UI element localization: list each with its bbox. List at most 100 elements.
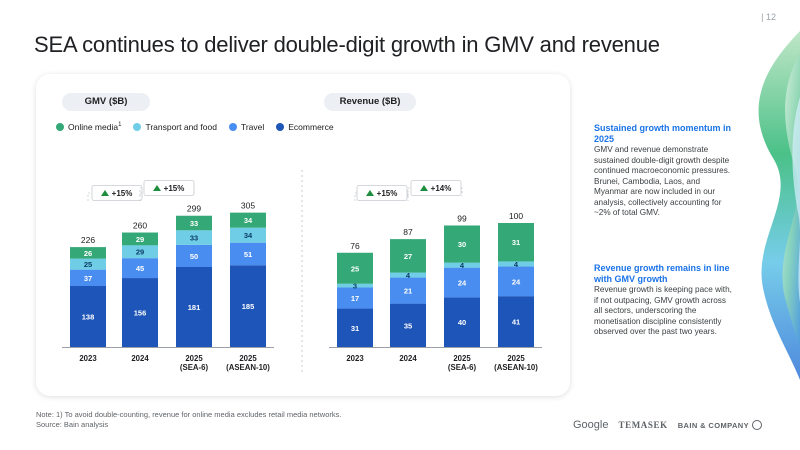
bar-segment [176, 230, 212, 245]
growth-callout-label: +15% [112, 189, 133, 198]
legend-label: Travel [240, 122, 265, 132]
bain-logo: BAIN & COMPANY [678, 420, 762, 430]
x-tick-label: (SEA-6) [448, 363, 477, 372]
bar-segment [498, 223, 534, 262]
growth-up-arrow-icon [101, 190, 109, 196]
x-tick-label: 2024 [399, 354, 417, 363]
bain-logo-text: BAIN & COMPANY [677, 420, 749, 430]
callout-connector [354, 192, 357, 201]
bar-segment [498, 296, 534, 347]
growth-up-arrow-icon [366, 190, 374, 196]
callout-connector [461, 187, 463, 196]
growth-up-arrow-icon [420, 185, 428, 191]
data-label: 35 [404, 321, 412, 330]
growth-callout-label: +15% [377, 189, 398, 198]
bar-segment [444, 225, 480, 263]
total-label: 87 [403, 227, 413, 237]
bar-segment [176, 266, 212, 347]
data-label: 25 [351, 264, 359, 273]
bar-segment [70, 258, 106, 270]
page-title: SEA continues to deliver double-digit gr… [34, 32, 660, 57]
data-label: 25 [84, 260, 92, 269]
data-label: 4 [460, 261, 465, 270]
data-label: 24 [512, 277, 521, 286]
data-label: 45 [136, 264, 144, 273]
data-label: 33 [190, 234, 198, 243]
bar-segment [70, 269, 106, 287]
bar-segment [230, 227, 266, 243]
bar-segment [176, 244, 212, 267]
footnote: Note: 1) To avoid double-counting, reven… [36, 410, 341, 429]
x-tick-label: 2024 [131, 354, 149, 363]
bar-segment [444, 297, 480, 347]
x-tick-label: (ASEAN-10) [494, 363, 538, 372]
growth-up-arrow-icon [153, 185, 161, 191]
legend-label: Ecommerce [288, 122, 334, 132]
data-label: 24 [458, 279, 467, 288]
bar-segment [70, 286, 106, 347]
callout-connector [87, 192, 92, 201]
total-label: 299 [187, 204, 201, 214]
footnote-source: Source: Bain analysis [36, 419, 109, 429]
footnote-note: Note: 1) To avoid double-counting, reven… [36, 410, 342, 419]
insight-1: Sustained growth momentum in 2025 GMV an… [594, 123, 734, 219]
total-label: 100 [509, 211, 523, 221]
x-tick-label: 2023 [346, 354, 364, 363]
data-label: 41 [512, 318, 520, 327]
bar-segment [122, 278, 158, 347]
data-label: 37 [84, 274, 92, 283]
legend-swatch [56, 123, 64, 131]
total-label: 226 [81, 235, 95, 245]
insight-1-body: GMV and revenue demonstrate sustained do… [594, 145, 731, 217]
insight-2: Revenue growth remains in line with GMV … [594, 263, 734, 338]
google-logo: Google [573, 419, 609, 431]
legend-swatch [228, 123, 237, 131]
data-label: 30 [458, 240, 466, 249]
bar-segment [498, 261, 534, 267]
legend-item-transport-food: Transport and food [133, 122, 217, 132]
bar-segment [444, 262, 480, 268]
bar-segment [390, 277, 426, 304]
temasek-logo: TEMASEK [618, 420, 668, 430]
revenue-chart-title: Revenue ($B) [324, 93, 416, 111]
growth-callout-label: +14% [431, 184, 452, 193]
data-label: 138 [82, 313, 95, 322]
data-label: 50 [190, 252, 198, 261]
gmv-chart-title: GMV ($B) [62, 93, 150, 111]
bar-segment [337, 308, 373, 347]
legend-item-ecommerce: Ecommerce [276, 122, 334, 132]
bar-segment [337, 287, 373, 309]
x-tick-label: 2023 [79, 354, 97, 363]
bar-segment [498, 266, 534, 297]
data-label: 21 [404, 287, 412, 296]
growth-callout-label: +15% [164, 184, 185, 193]
bar-segment [444, 267, 480, 298]
bar-segment [230, 242, 266, 266]
bar-segment [337, 283, 373, 288]
callout-connector [139, 192, 142, 201]
bar-segment [230, 212, 266, 228]
bar-segment [122, 245, 158, 259]
chart-legend: Online media1 Transport and food Travel … [56, 122, 334, 132]
insight-2-body: Revenue growth is keeping pace with, if … [594, 285, 732, 336]
data-label: 31 [512, 238, 520, 247]
bain-mark-icon [752, 420, 762, 430]
data-label: 29 [136, 248, 144, 257]
bar-segment [122, 232, 158, 246]
x-tick-label: 2025 [185, 354, 203, 363]
bar-segment [122, 258, 158, 279]
bar-segment [230, 265, 266, 347]
legend-label: Online media1 [68, 122, 122, 132]
data-label: 29 [136, 235, 144, 244]
callout-connector [407, 192, 409, 201]
bar-segment [176, 215, 212, 231]
data-label: 185 [242, 302, 255, 311]
total-label: 76 [350, 241, 360, 251]
bar-segment [390, 239, 426, 273]
data-label: 33 [190, 219, 198, 228]
data-label: 4 [406, 271, 411, 280]
bar-segment [390, 303, 426, 347]
page-number: | 12 [761, 12, 776, 22]
legend-swatch [276, 123, 285, 131]
